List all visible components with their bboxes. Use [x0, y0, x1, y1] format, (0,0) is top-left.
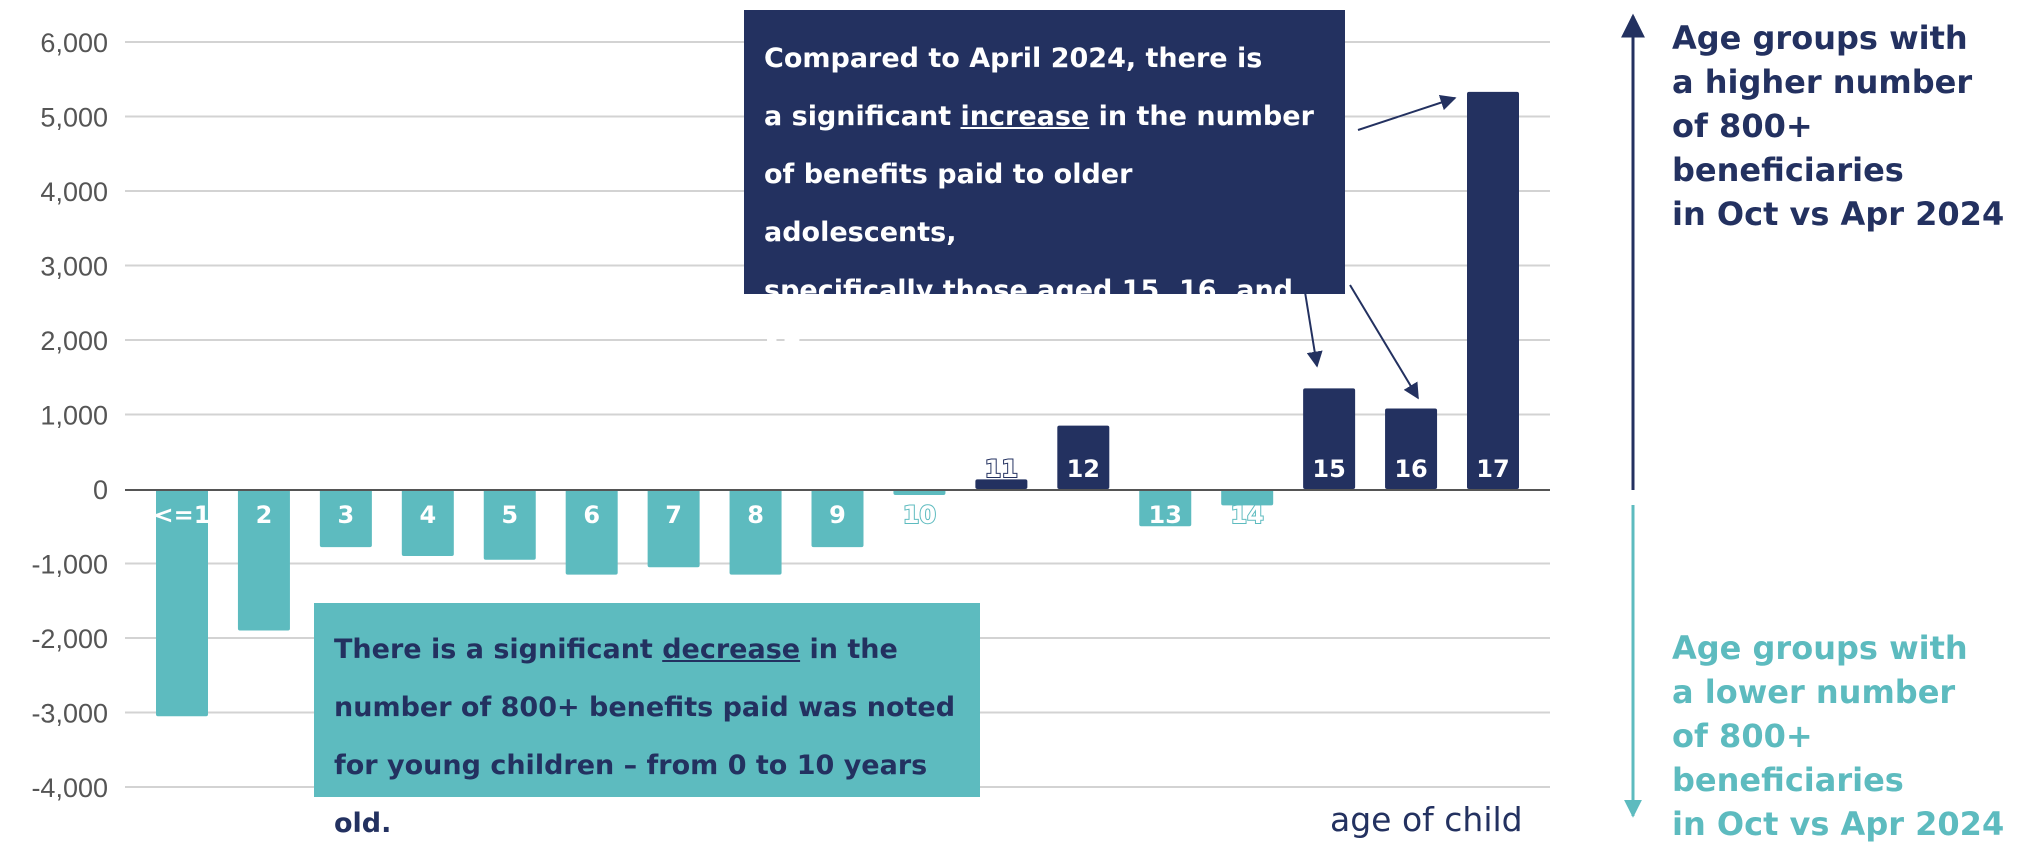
- bar-label-8: 8: [747, 501, 764, 529]
- bar-2: [237, 489, 290, 631]
- bar-13: [1139, 489, 1192, 527]
- bar-<=1: [156, 489, 208, 717]
- bar-label-2: 2: [256, 501, 273, 529]
- x-axis-label: age of child: [1330, 800, 1523, 839]
- bar-11: [975, 479, 1028, 489]
- bar-label-7: 7: [665, 501, 682, 529]
- bar-15: [1303, 388, 1356, 489]
- bar-4: [401, 489, 454, 557]
- increase-annotation-line-1: Compared to April 2024, there is: [764, 43, 1263, 74]
- bar-label-11: 11: [985, 455, 1018, 483]
- y-tick-label: 5,000: [40, 103, 108, 133]
- y-tick-label: -4,000: [31, 773, 108, 803]
- bar-label-16: 16: [1394, 455, 1427, 483]
- bar-label-3: 3: [338, 501, 355, 529]
- bar-label-5: 5: [501, 501, 518, 529]
- bar-label-<=1: <=1: [154, 501, 211, 529]
- increase-annotation-text: a significant: [764, 101, 961, 132]
- increase-annotation-line-2: a significant increase in the number: [764, 88, 1325, 146]
- bar-label-17: 17: [1476, 455, 1509, 483]
- bar-17: [1467, 91, 1519, 489]
- bar-5: [483, 489, 536, 560]
- bar-label-12: 12: [1067, 455, 1100, 483]
- bar-label-13: 13: [1149, 501, 1182, 529]
- y-tick-label: 4,000: [40, 177, 108, 207]
- y-tick-label: -2,000: [31, 624, 108, 654]
- bar-label-9: 9: [829, 501, 846, 529]
- y-tick-label: 3,000: [40, 252, 108, 282]
- increase-annotation-line-4: specifically those aged 15, 16, and 17.: [764, 275, 1293, 364]
- decrease-annotation-line-2: number of 800+ benefits paid was noted: [334, 692, 956, 723]
- bar-8: [729, 489, 782, 575]
- bars: [156, 91, 1519, 717]
- increase-annotation-line-3: of benefits paid to older adolescents,: [764, 159, 1133, 248]
- bar-6: [565, 489, 618, 575]
- decrease-annotation-text: in the: [800, 634, 898, 665]
- bar-label-6: 6: [583, 501, 600, 529]
- increase-emphasis: increase: [960, 101, 1090, 132]
- arrow-to-bar-15: [1304, 291, 1323, 368]
- decrease-annotation-text: There is a significant: [334, 634, 663, 665]
- arrow-to-bar-16: [1349, 284, 1419, 400]
- y-tick-label: 0: [93, 475, 108, 505]
- y-tick-label: 1,000: [40, 401, 108, 431]
- arrow-to-bar-17: [1357, 94, 1457, 131]
- decrease-annotation-line-3: for young children – from 0 to 10 years …: [334, 750, 928, 839]
- y-tick-label: 2,000: [40, 326, 108, 356]
- bar-9: [811, 489, 864, 548]
- decrease-emphasis: decrease: [662, 634, 801, 665]
- y-tick-label: 6,000: [40, 28, 108, 58]
- bar-3: [319, 489, 372, 548]
- legend-lower: Age groups with a lower number of 800+ b…: [1672, 629, 2005, 843]
- bar-14: [1221, 489, 1274, 506]
- y-tick-label: -3,000: [31, 699, 108, 729]
- bar-label-15: 15: [1312, 455, 1345, 483]
- increase-annotation-text: in the number: [1089, 101, 1314, 132]
- decrease-annotation-line-1: There is a significant decrease in the: [334, 621, 960, 679]
- bar-label-4: 4: [419, 501, 436, 529]
- bar-labels: <=1 2 3 4 5 6 7 8 9 10 11 12 13 14 15 16 17: [154, 454, 1510, 530]
- decrease-annotation: There is a significant decrease in the n…: [314, 603, 980, 839]
- bar-7: [647, 489, 700, 568]
- legend-higher: Age groups with a higher number of 800+ …: [1672, 19, 2005, 233]
- bar-label-14: 14: [1230, 501, 1263, 529]
- y-axis-ticks: 6,000 5,000 4,000 3,000 2,000 1,000 0 -1,000 -2,…: [31, 28, 108, 803]
- bar-16: [1385, 408, 1438, 489]
- y-tick-label: -1,000: [31, 550, 108, 580]
- increase-annotation: Compared to April 2024, there is a signi…: [744, 10, 1345, 364]
- bar-12: [1057, 425, 1110, 489]
- bar-label-10: 10: [903, 501, 936, 529]
